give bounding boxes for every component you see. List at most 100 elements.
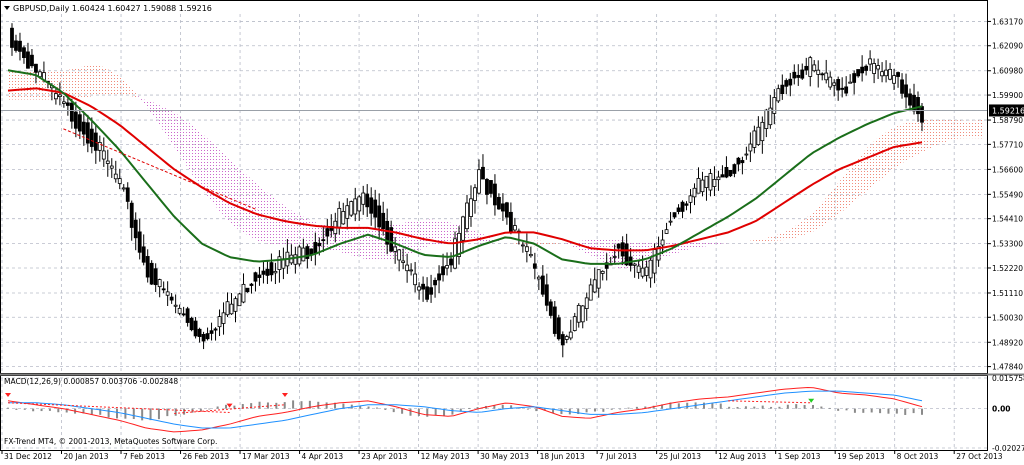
candle-body bbox=[397, 249, 402, 261]
macd-hist-bar bbox=[107, 408, 110, 418]
macd-hist-bar bbox=[443, 408, 446, 416]
cloud-bear-segment bbox=[690, 241, 699, 249]
cloud-bear-segment bbox=[462, 226, 472, 244]
cloud-bull-segment bbox=[844, 164, 853, 210]
cloud-bear-segment bbox=[373, 225, 382, 262]
candle-body bbox=[389, 227, 394, 252]
macd-hist-bar bbox=[761, 405, 764, 409]
macd-hist-bar bbox=[744, 406, 747, 409]
candle-body bbox=[177, 307, 182, 314]
x-tick-label: 17 Mar 2013 bbox=[242, 452, 290, 461]
candle-body bbox=[624, 243, 629, 266]
candle-body bbox=[30, 54, 34, 67]
candle-body bbox=[840, 87, 845, 90]
candle-body bbox=[105, 160, 110, 164]
cloud-bear-segment bbox=[276, 199, 285, 246]
candle-body bbox=[644, 266, 649, 276]
macd-y-axis-ticks: 0.015758 0.00 -0.020272 bbox=[992, 374, 1024, 453]
candle-body bbox=[221, 312, 226, 324]
candle-body bbox=[485, 178, 489, 195]
candle-body bbox=[385, 220, 390, 245]
candle-body bbox=[57, 94, 62, 98]
cloud-bear-segment bbox=[722, 241, 732, 244]
macd-hist-bar bbox=[225, 404, 228, 409]
macd-hist-bar bbox=[149, 408, 152, 421]
cloud-bull-segment bbox=[804, 212, 813, 235]
macd-hist-bar bbox=[283, 402, 286, 409]
cloud-bear-segment bbox=[170, 110, 179, 154]
y-tick-label: 1.54410 bbox=[992, 215, 1023, 224]
candle-body bbox=[748, 143, 753, 152]
candle-body bbox=[97, 142, 102, 151]
dropdown-triangle-icon[interactable] bbox=[4, 6, 10, 10]
macd-arrows bbox=[5, 392, 815, 408]
candle-body bbox=[18, 40, 22, 52]
candle-body bbox=[760, 121, 765, 142]
main-grid bbox=[0, 14, 988, 372]
macd-hist-bar bbox=[895, 408, 898, 414]
candle-body bbox=[752, 130, 757, 148]
cloud-bull-segment bbox=[105, 68, 114, 96]
candle-body bbox=[552, 306, 557, 334]
cloud-bear-segment bbox=[609, 240, 618, 268]
candle-body bbox=[313, 242, 318, 254]
candle-body bbox=[121, 187, 126, 190]
candle-body bbox=[772, 97, 777, 114]
candle-body bbox=[101, 150, 106, 160]
cloud-bear-segment bbox=[251, 179, 260, 242]
candle-body bbox=[836, 79, 841, 91]
candle-body bbox=[353, 198, 358, 215]
candle-body bbox=[449, 258, 453, 266]
candle-body bbox=[756, 126, 761, 146]
cloud-bull-segment bbox=[958, 120, 967, 139]
cloud-bear-segment bbox=[137, 95, 147, 107]
candle-body bbox=[888, 68, 892, 80]
candle-body bbox=[688, 195, 693, 203]
macd-hist-bar bbox=[174, 408, 177, 416]
candle-body bbox=[916, 97, 920, 115]
cloud-bear-segment bbox=[162, 106, 171, 142]
cloud-bear-segment bbox=[422, 219, 431, 249]
candle-body bbox=[532, 263, 537, 269]
candle-body bbox=[560, 334, 565, 346]
macd-hist-bar bbox=[116, 408, 119, 419]
candle-body bbox=[576, 304, 581, 323]
macd-hist-bar bbox=[828, 407, 831, 409]
candle-body bbox=[213, 328, 218, 331]
macd-hist-bar bbox=[677, 403, 680, 409]
cloud-bear-segment bbox=[202, 134, 212, 201]
macd-hist-bar bbox=[275, 402, 278, 409]
cloud-bear-segment bbox=[414, 219, 423, 253]
cloud-bull-segment bbox=[89, 64, 98, 97]
macd-signal-line bbox=[8, 390, 923, 429]
cloud-bear-segment bbox=[194, 127, 203, 191]
macd-hist-bar bbox=[375, 407, 378, 409]
macd-hist-bar bbox=[334, 402, 337, 409]
candle-body bbox=[345, 205, 350, 219]
candle-body bbox=[265, 268, 270, 276]
y-tick-label: 1.56600 bbox=[992, 165, 1023, 174]
candle-body bbox=[616, 243, 621, 249]
candle-body bbox=[904, 84, 908, 98]
candle-body bbox=[776, 88, 781, 102]
candle-body bbox=[369, 197, 374, 214]
macd-hist-bar bbox=[82, 408, 85, 414]
macd-hist-bar bbox=[644, 406, 647, 409]
candle-body bbox=[273, 270, 278, 274]
candle-body bbox=[433, 279, 437, 286]
cloud-bear-segment bbox=[243, 172, 252, 238]
cloud-bull-segment bbox=[771, 233, 780, 241]
candle-body bbox=[804, 65, 809, 71]
candle-body bbox=[113, 173, 118, 180]
macd-hist-bar bbox=[459, 408, 462, 412]
candle-body bbox=[169, 296, 174, 301]
candle-body bbox=[453, 238, 457, 269]
current-price-label: 1.59216 bbox=[992, 106, 1024, 115]
candle-body bbox=[660, 239, 665, 246]
candle-body bbox=[401, 260, 406, 263]
candle-body bbox=[712, 179, 717, 187]
candle-body bbox=[508, 211, 513, 233]
candle-body bbox=[473, 187, 477, 201]
